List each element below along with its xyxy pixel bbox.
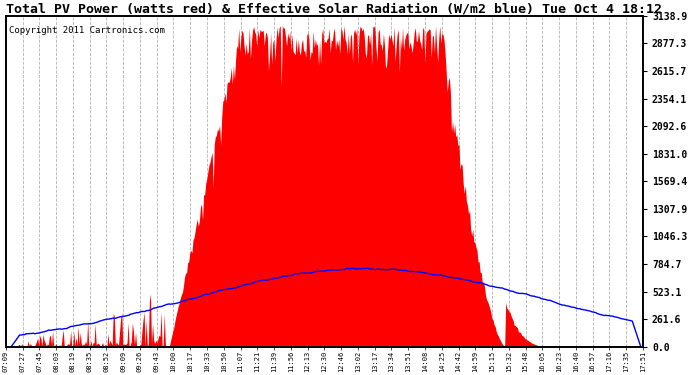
Text: Total PV Power (watts red) & Effective Solar Radiation (W/m2 blue) Tue Oct 4 18:: Total PV Power (watts red) & Effective S… xyxy=(6,3,662,16)
Text: Copyright 2011 Cartronics.com: Copyright 2011 Cartronics.com xyxy=(9,26,165,35)
